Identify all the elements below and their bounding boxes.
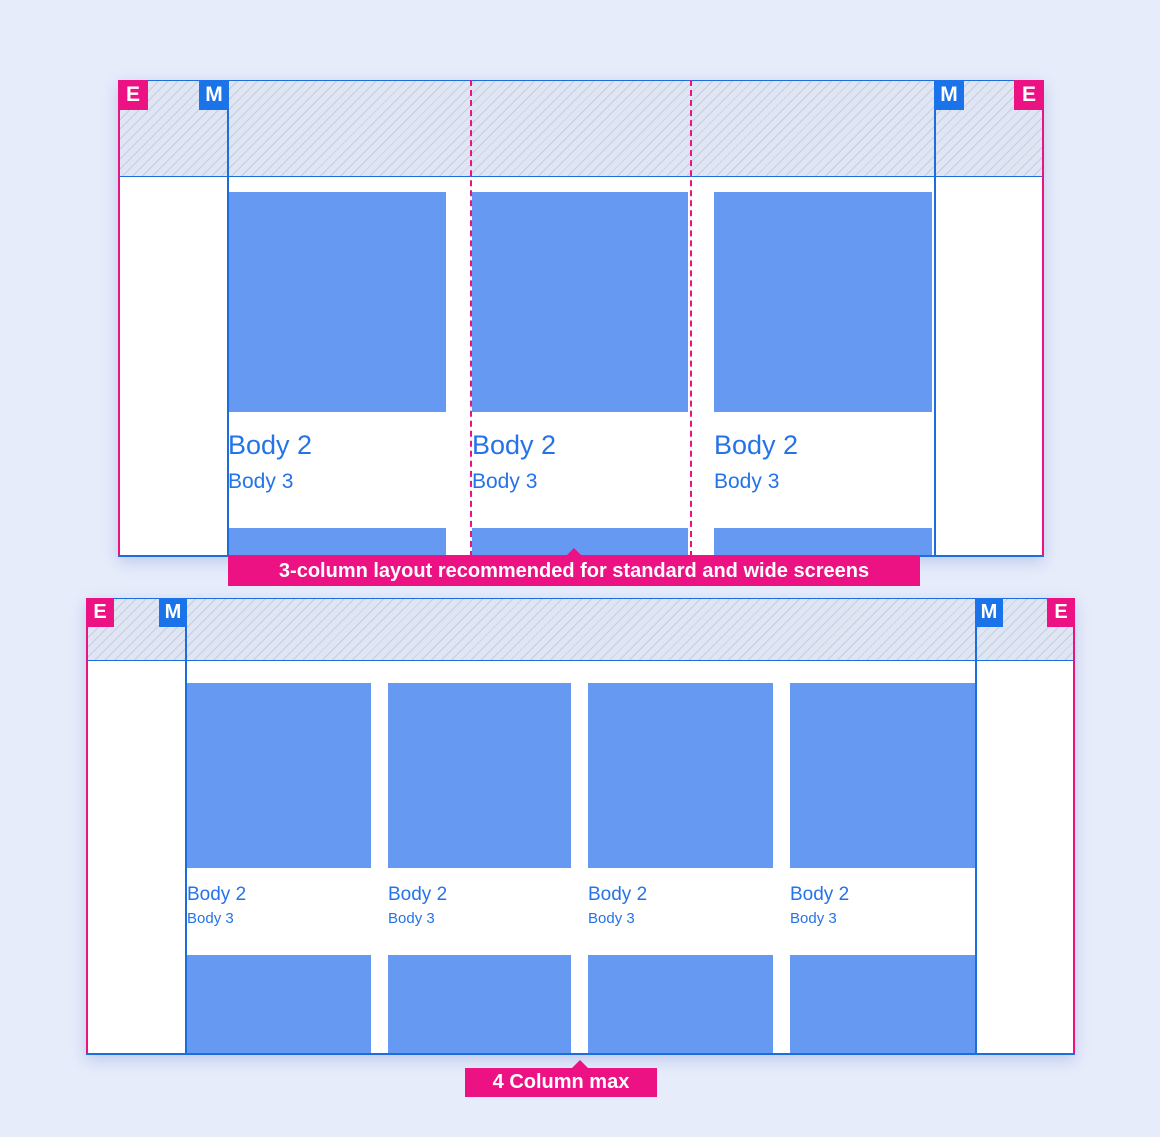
image-placeholder — [472, 192, 688, 412]
card-subtitle: Body 3 — [388, 910, 435, 927]
content-card: Body 2 Body 3 — [588, 598, 773, 1055]
card-title: Body 2 — [187, 884, 247, 905]
margin-marker-badge-left: M — [159, 598, 187, 627]
image-placeholder — [588, 683, 773, 868]
margin-marker-badge-right: M — [975, 598, 1003, 627]
image-placeholder — [790, 955, 975, 1053]
image-placeholder — [388, 683, 571, 868]
margin-marker-badge-left: M — [199, 80, 229, 110]
caption-three-column: 3-column layout recommended for standard… — [228, 548, 920, 586]
card-subtitle: Body 3 — [714, 470, 780, 493]
card-title: Body 2 — [790, 884, 850, 905]
image-placeholder — [714, 192, 932, 412]
diagram-bottom-edge — [86, 1053, 1075, 1055]
card-title: Body 2 — [588, 884, 648, 905]
margin-marker-badge-right: M — [934, 80, 964, 110]
edge-keyline-right — [1073, 598, 1075, 1055]
card-subtitle: Body 3 — [588, 910, 635, 927]
three-column-layout-diagram: E M M E Body 2 Body 3 Body 2 Body 3 Body… — [118, 80, 1044, 557]
card-subtitle: Body 3 — [472, 470, 538, 493]
image-placeholder — [388, 955, 571, 1053]
margin-keyline-right — [975, 598, 977, 1055]
card-subtitle: Body 3 — [790, 910, 837, 927]
edge-keyline-right — [1042, 80, 1044, 557]
image-placeholder — [187, 955, 371, 1053]
image-placeholder — [228, 192, 446, 412]
four-column-layout-diagram: E M M E Body 2 Body 3 Body 2 Body 3 Body… — [86, 598, 1075, 1055]
card-title: Body 2 — [228, 430, 313, 460]
column-boundary-dashed-left — [470, 80, 472, 557]
edge-keyline-left — [118, 80, 120, 557]
card-subtitle: Body 3 — [228, 470, 294, 493]
content-card: Body 2 Body 3 — [714, 80, 932, 557]
content-card: Body 2 Body 3 — [388, 598, 571, 1055]
caption-four-column: 4 Column max — [465, 1060, 657, 1097]
image-placeholder — [187, 683, 371, 868]
arrow-up-pointer-icon — [572, 1060, 588, 1068]
caption-text: 3-column layout recommended for standard… — [278, 560, 870, 582]
edge-marker-badge-left: E — [86, 598, 114, 627]
app-bar-hatched-region — [86, 598, 1075, 661]
content-card: Body 2 Body 3 — [228, 80, 446, 557]
card-title: Body 2 — [472, 430, 557, 460]
image-placeholder — [588, 955, 773, 1053]
content-card: Body 2 Body 3 — [187, 598, 371, 1055]
column-boundary-dashed-right — [690, 80, 692, 557]
card-title: Body 2 — [388, 884, 448, 905]
content-card: Body 2 Body 3 — [472, 80, 688, 557]
caption-text: 4 Column max — [492, 1071, 630, 1093]
image-placeholder — [228, 528, 446, 557]
edge-marker-badge-right: E — [1047, 598, 1075, 627]
app-bar-hatched-region — [118, 80, 1044, 177]
arrow-up-pointer-icon — [566, 548, 582, 556]
edge-marker-badge-left: E — [118, 80, 148, 110]
margin-keyline-left — [227, 80, 229, 557]
edge-marker-badge-right: E — [1014, 80, 1044, 110]
edge-keyline-left — [86, 598, 88, 1055]
margin-keyline-left — [185, 598, 187, 1055]
image-placeholder — [790, 683, 975, 868]
image-placeholder — [714, 528, 932, 557]
card-title: Body 2 — [714, 430, 799, 460]
card-subtitle: Body 3 — [187, 910, 234, 927]
margin-keyline-right — [934, 80, 936, 557]
content-card: Body 2 Body 3 — [790, 598, 975, 1055]
